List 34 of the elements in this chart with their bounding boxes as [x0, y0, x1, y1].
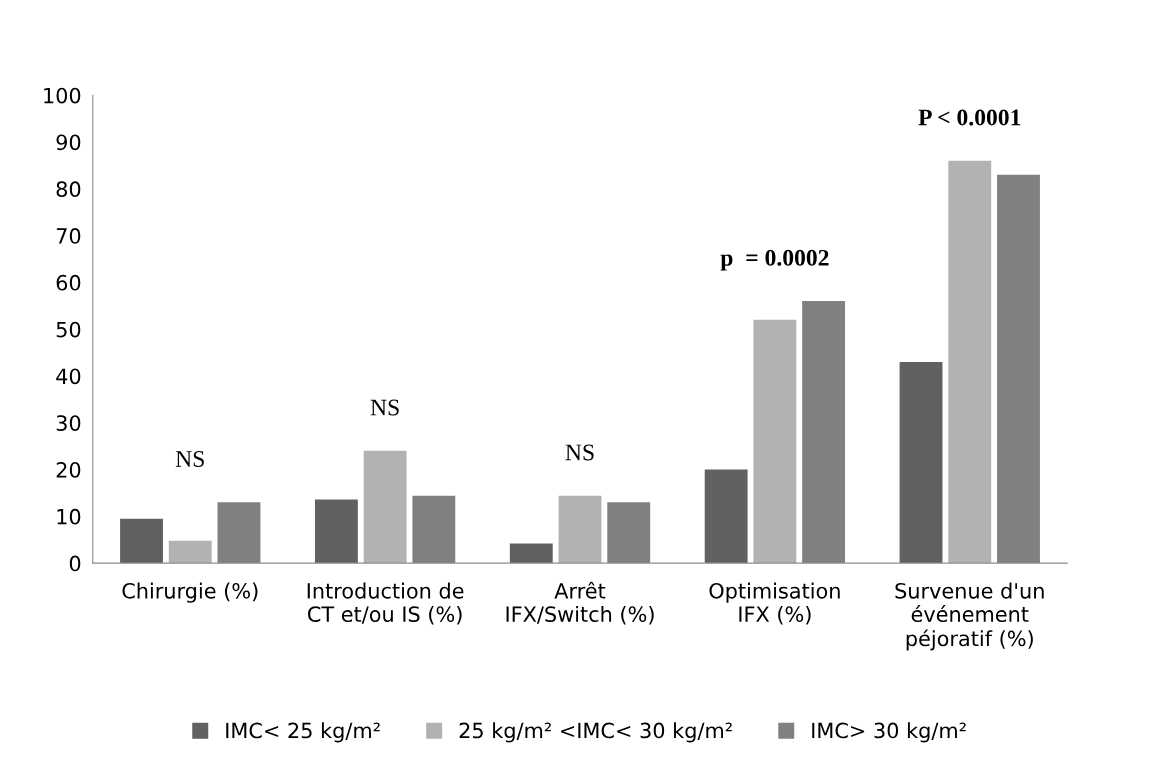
legend-label: 25 kg/m² <IMC< 30 kg/m²: [459, 722, 732, 743]
annotation: NS: [175, 451, 204, 467]
bar: [558, 495, 602, 564]
legend-label: IMC> 30 kg/m²: [812, 722, 966, 743]
bar: [314, 499, 358, 564]
y-tick-label: 50: [56, 321, 81, 338]
bar: [753, 319, 797, 564]
y-tick-label: 100: [44, 87, 81, 104]
bar: [948, 160, 992, 564]
y-tick-label: 20: [56, 462, 81, 478]
bar: [120, 518, 163, 564]
x-tick-label: Introduction de CT et/ou IS (%): [307, 582, 464, 625]
bar: [168, 540, 212, 564]
y-tick-label: 10: [57, 508, 81, 525]
legend-label: IMC< 25 kg/m²: [226, 722, 380, 743]
y-tick-label: 80: [56, 181, 81, 198]
y-tick-label: 90: [56, 134, 81, 151]
y-tick-label: 0: [69, 555, 81, 572]
bar: [899, 361, 943, 564]
annotation: NS: [370, 399, 399, 416]
x-tick-label: Arrêt IFX/Switch (%): [506, 581, 654, 625]
x-tick-label: Survenue d'un événement péjoratif (%): [895, 582, 1044, 651]
annotation: NS: [565, 444, 594, 461]
y-tick-label: 60: [56, 274, 81, 291]
annotation: p = 0.0002: [720, 249, 829, 271]
annotation: P < 0.0001: [918, 109, 1021, 126]
bar: [509, 543, 553, 564]
y-tick-label: 70: [56, 228, 81, 244]
x-tick-label: Chirurgie (%): [122, 582, 258, 603]
bar: [704, 469, 748, 564]
x-tick-label: Optimisation IFX (%): [709, 582, 840, 625]
bar: [363, 450, 407, 564]
y-tick-label: 30: [56, 415, 81, 431]
y-tick-label: 40: [56, 368, 81, 385]
